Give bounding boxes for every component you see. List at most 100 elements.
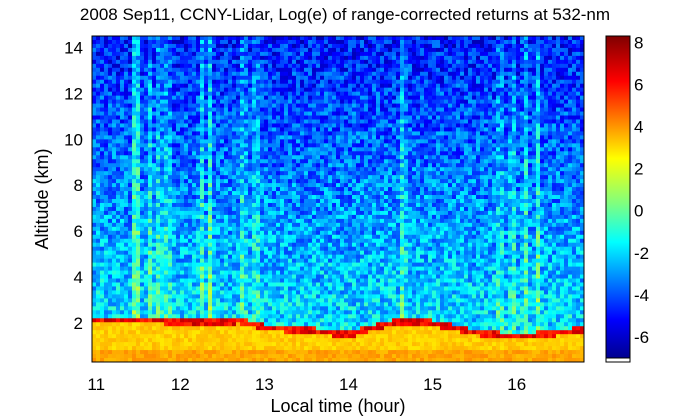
heatmap-cell bbox=[228, 230, 233, 236]
heatmap-cell bbox=[308, 55, 313, 61]
heatmap-cell bbox=[100, 222, 105, 228]
heatmap-cell bbox=[264, 242, 269, 248]
heatmap-cell bbox=[196, 43, 201, 49]
heatmap-cell bbox=[96, 226, 101, 232]
heatmap-cell bbox=[260, 71, 265, 77]
heatmap-cell bbox=[152, 36, 157, 41]
heatmap-cell bbox=[200, 242, 205, 248]
heatmap-cell bbox=[204, 282, 209, 287]
heatmap-cell bbox=[260, 183, 265, 188]
heatmap-cell bbox=[144, 131, 149, 136]
heatmap-cell bbox=[284, 246, 289, 252]
heatmap-cell bbox=[108, 75, 113, 81]
heatmap-cell bbox=[236, 246, 241, 252]
heatmap-cell bbox=[228, 83, 233, 89]
heatmap-cell bbox=[252, 36, 257, 41]
heatmap-cell bbox=[316, 314, 321, 319]
heatmap-cell bbox=[124, 107, 129, 112]
heatmap-cell bbox=[284, 151, 289, 156]
heatmap-cell bbox=[176, 286, 181, 291]
heatmap-cell bbox=[272, 282, 277, 287]
heatmap-cell bbox=[284, 55, 289, 61]
heatmap-cell bbox=[272, 111, 277, 116]
heatmap-cell bbox=[196, 36, 201, 41]
heatmap-cell bbox=[96, 75, 101, 81]
heatmap-cell bbox=[212, 254, 217, 260]
heatmap-cell bbox=[244, 310, 249, 315]
heatmap-cell bbox=[312, 270, 317, 275]
heatmap-cell bbox=[140, 167, 145, 172]
heatmap-cell bbox=[284, 79, 289, 85]
heatmap-cell bbox=[152, 238, 157, 244]
heatmap-cell bbox=[208, 214, 213, 220]
heatmap-cell bbox=[216, 71, 221, 77]
heatmap-cell bbox=[264, 119, 269, 124]
heatmap-cell bbox=[236, 310, 241, 315]
heatmap-cell bbox=[260, 159, 265, 164]
heatmap-cell bbox=[100, 262, 105, 267]
heatmap-cell bbox=[100, 115, 105, 120]
heatmap-cell bbox=[268, 187, 273, 192]
heatmap-cell bbox=[240, 199, 245, 204]
heatmap-cell bbox=[288, 310, 293, 315]
heatmap-cell bbox=[160, 127, 165, 132]
heatmap-cell bbox=[136, 51, 141, 57]
heatmap-cell bbox=[192, 338, 197, 343]
heatmap-cell bbox=[232, 330, 237, 335]
heatmap-cell bbox=[224, 290, 229, 295]
heatmap-cell bbox=[196, 262, 201, 267]
heatmap-cell bbox=[260, 354, 265, 359]
heatmap-cell bbox=[260, 338, 265, 343]
heatmap-cell bbox=[180, 103, 185, 108]
heatmap-cell bbox=[320, 115, 325, 120]
heatmap-cell bbox=[196, 103, 201, 108]
heatmap-cell bbox=[200, 111, 205, 116]
heatmap-cell bbox=[220, 147, 225, 152]
heatmap-cell bbox=[176, 274, 181, 279]
heatmap-cell bbox=[264, 298, 269, 303]
heatmap-cell bbox=[312, 63, 317, 69]
heatmap-cell bbox=[180, 39, 185, 45]
heatmap-cell bbox=[180, 151, 185, 156]
heatmap-cell bbox=[272, 258, 277, 264]
heatmap-cell bbox=[240, 238, 245, 244]
heatmap-cell bbox=[152, 139, 157, 144]
heatmap-cell bbox=[192, 214, 197, 220]
heatmap-cell bbox=[208, 111, 213, 116]
heatmap-cell bbox=[212, 258, 217, 264]
heatmap-cell bbox=[260, 310, 265, 315]
heatmap-cell bbox=[292, 242, 297, 248]
heatmap-cell bbox=[260, 79, 265, 85]
heatmap-cell bbox=[216, 187, 221, 192]
heatmap-cell bbox=[172, 274, 177, 279]
heatmap-cell bbox=[204, 91, 209, 97]
heatmap-cell bbox=[268, 111, 273, 116]
heatmap-cell bbox=[140, 71, 145, 77]
heatmap-cell bbox=[260, 218, 265, 224]
heatmap-cell bbox=[220, 175, 225, 180]
heatmap-cell bbox=[308, 242, 313, 248]
heatmap-cell bbox=[332, 179, 337, 184]
heatmap-cell bbox=[248, 350, 253, 355]
heatmap-cell bbox=[296, 278, 301, 283]
heatmap-cell bbox=[248, 91, 253, 97]
heatmap-cell bbox=[288, 258, 293, 264]
heatmap-cell bbox=[232, 183, 237, 188]
heatmap-cell bbox=[292, 314, 297, 319]
heatmap-cell bbox=[216, 163, 221, 168]
heatmap-cell bbox=[332, 242, 337, 248]
heatmap-cell bbox=[100, 242, 105, 248]
heatmap-cell bbox=[288, 250, 293, 256]
heatmap-cell bbox=[256, 230, 261, 236]
heatmap-cell bbox=[92, 290, 97, 295]
heatmap-cell bbox=[264, 234, 269, 240]
heatmap-cell bbox=[92, 294, 97, 299]
heatmap-cell bbox=[208, 330, 213, 335]
heatmap-cell bbox=[96, 310, 101, 315]
heatmap-cell bbox=[212, 111, 217, 116]
heatmap-cell bbox=[180, 67, 185, 73]
heatmap-cell bbox=[136, 278, 141, 283]
heatmap-cell bbox=[104, 230, 109, 236]
heatmap-cell bbox=[104, 163, 109, 168]
heatmap-cell bbox=[132, 338, 137, 343]
